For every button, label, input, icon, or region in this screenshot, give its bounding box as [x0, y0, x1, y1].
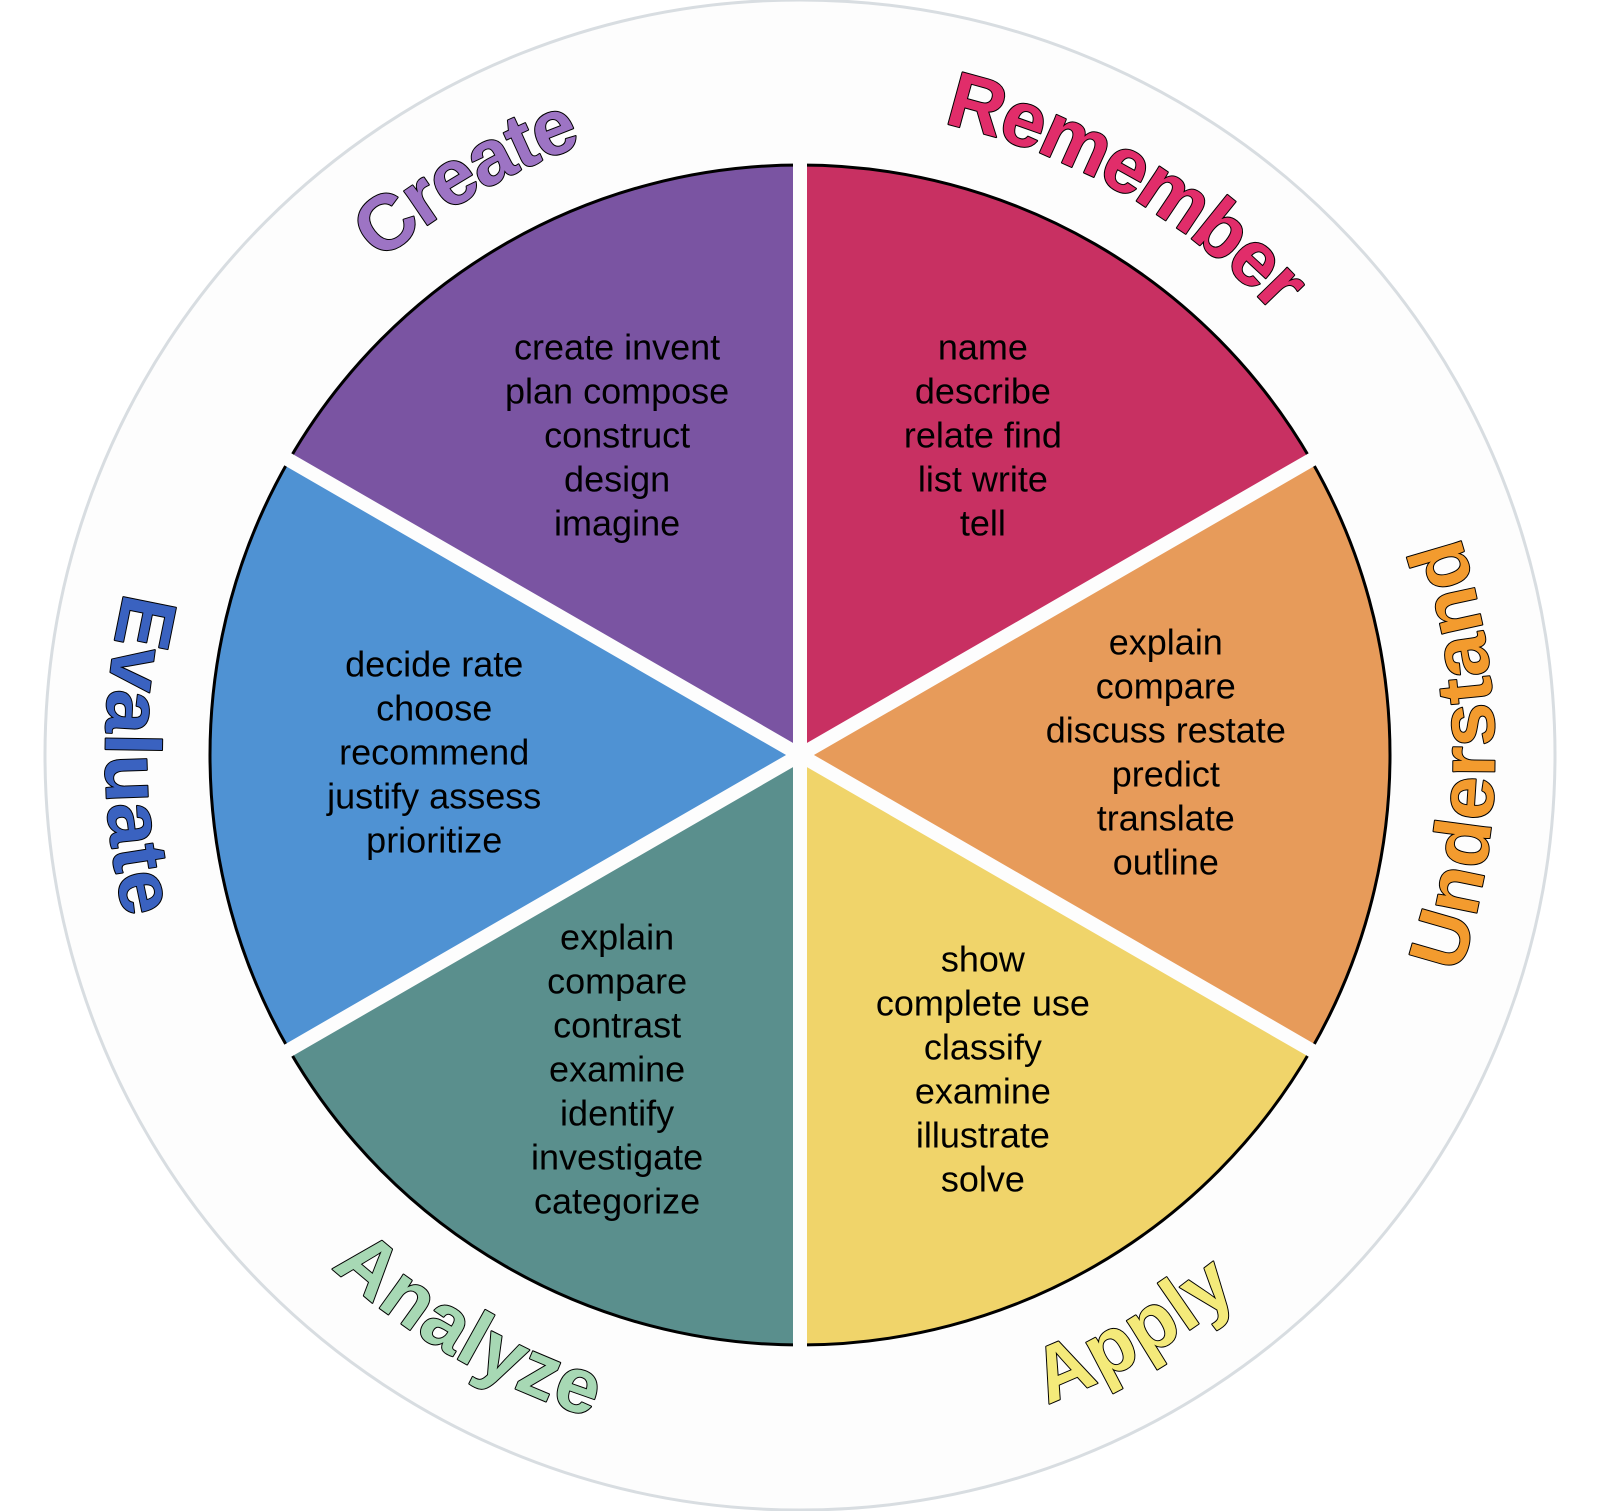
slice-text-line: recommend	[339, 732, 529, 773]
slice-text-line: investigate	[531, 1136, 703, 1177]
wheel-svg: namedescriberelate findlist writetell exp…	[0, 0, 1600, 1511]
slice-text-line: design	[564, 459, 670, 500]
slice-text-line: explain	[1109, 622, 1223, 663]
slice-text-line: predict	[1112, 754, 1220, 795]
slice-text-line: show	[941, 938, 1026, 979]
slice-text-line: examine	[549, 1048, 685, 1089]
slice-text-line: describe	[915, 371, 1051, 412]
slice-text-line: translate	[1097, 798, 1235, 839]
slice-text-line: categorize	[534, 1180, 700, 1221]
slice-text-line: list write	[918, 459, 1048, 500]
slice-text-line: imagine	[554, 503, 680, 544]
slice-text-line: justify assess	[326, 776, 541, 817]
slice-text-line: identify	[560, 1092, 674, 1133]
slice-text-line: prioritize	[366, 820, 502, 861]
slice-text-line: outline	[1113, 842, 1219, 883]
slice-text-line: tell	[960, 503, 1006, 544]
blooms-wheel: namedescriberelate findlist writetell exp…	[0, 0, 1600, 1511]
slice-text-line: classify	[924, 1026, 1042, 1067]
slice-text-line: choose	[376, 688, 492, 729]
slice-text-line: relate find	[904, 415, 1062, 456]
slice-text-line: plan compose	[505, 371, 729, 412]
slice-text-line: explain	[560, 916, 674, 957]
slice-text-line: solve	[941, 1158, 1025, 1199]
slice-text-line: examine	[915, 1070, 1051, 1111]
slice-text-line: decide rate	[345, 644, 523, 685]
slice-text-line: illustrate	[916, 1114, 1050, 1155]
slice-text-analyze: explaincomparecontrastexamineidentifyinv…	[531, 916, 703, 1221]
slice-text-line: complete use	[876, 982, 1090, 1023]
slice-text-line: compare	[547, 960, 687, 1001]
slice-text-line: construct	[544, 415, 690, 456]
slice-text-line: create invent	[514, 327, 720, 368]
slice-text-line: compare	[1096, 666, 1236, 707]
slice-text-line: discuss restate	[1046, 710, 1286, 751]
slice-text-line: contrast	[553, 1004, 681, 1045]
slice-text-line: name	[938, 327, 1028, 368]
